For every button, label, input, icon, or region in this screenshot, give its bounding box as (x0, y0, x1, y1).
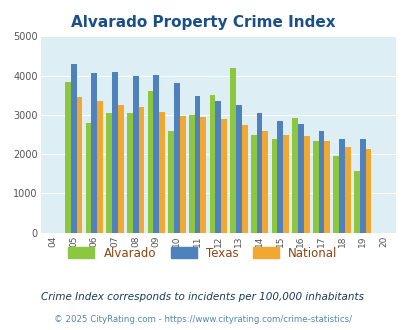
Bar (312, 141, 318, 233)
Bar (221, 119, 226, 233)
Bar (85, 123, 91, 233)
Bar (339, 139, 344, 233)
Bar (365, 149, 371, 233)
Bar (112, 72, 117, 233)
Bar (117, 105, 124, 233)
Bar (292, 118, 297, 233)
Bar (256, 113, 262, 233)
Bar (297, 124, 303, 233)
Bar (174, 83, 179, 233)
Bar (65, 82, 70, 233)
Bar (188, 115, 194, 233)
Bar (97, 102, 103, 233)
Bar (277, 121, 282, 233)
Bar (353, 171, 359, 233)
Legend: Alvarado, Texas, National: Alvarado, Texas, National (65, 243, 340, 263)
Bar (91, 73, 97, 233)
Bar (127, 113, 132, 233)
Bar (324, 141, 329, 233)
Bar (153, 75, 159, 233)
Bar (70, 64, 77, 233)
Bar (282, 135, 288, 233)
Bar (215, 101, 221, 233)
Bar (303, 136, 309, 233)
Bar (235, 105, 241, 233)
Bar (200, 117, 206, 233)
Text: © 2025 CityRating.com - https://www.cityrating.com/crime-statistics/: © 2025 CityRating.com - https://www.city… (54, 315, 351, 324)
Bar (250, 135, 256, 233)
Text: Alvarado Property Crime Index: Alvarado Property Crime Index (70, 15, 335, 30)
Bar (230, 68, 235, 233)
Bar (147, 91, 153, 233)
Bar (318, 131, 324, 233)
Bar (179, 116, 185, 233)
Bar (138, 107, 144, 233)
Bar (159, 113, 164, 233)
Text: Crime Index corresponds to incidents per 100,000 inhabitants: Crime Index corresponds to incidents per… (41, 292, 364, 302)
Bar (241, 125, 247, 233)
Bar (344, 147, 350, 233)
Bar (262, 131, 268, 233)
Bar (271, 139, 277, 233)
Bar (359, 139, 365, 233)
Bar (209, 95, 215, 233)
Bar (132, 76, 138, 233)
Bar (194, 96, 200, 233)
Bar (77, 97, 82, 233)
Bar (333, 156, 339, 233)
Bar (106, 113, 112, 233)
Bar (168, 131, 174, 233)
